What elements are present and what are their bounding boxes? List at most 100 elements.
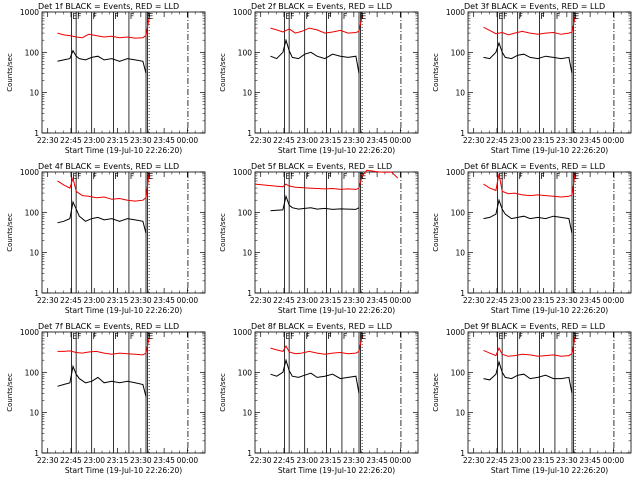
y-tick-label: 1 bbox=[34, 289, 39, 298]
flag-label: F bbox=[556, 12, 560, 21]
x-tick-label: 22:45 bbox=[60, 296, 82, 305]
flag-label: E bbox=[149, 332, 154, 341]
y-tick-label: 100 bbox=[451, 48, 466, 57]
y-tick-label: 100 bbox=[451, 208, 466, 217]
flag-label: F bbox=[519, 332, 523, 341]
lld-series-line bbox=[254, 169, 399, 190]
flag-label: E bbox=[285, 332, 290, 341]
y-tick-label: 10 bbox=[455, 409, 465, 418]
events-series-line bbox=[57, 364, 147, 397]
flag-label: F bbox=[503, 12, 507, 21]
y-tick-label: 1 bbox=[247, 289, 252, 298]
x-tick-label: 22:45 bbox=[273, 136, 295, 145]
panel-svg: Det 5f BLACK = Events, RED = LLD 1 10 100 10… bbox=[219, 162, 419, 315]
x-tick-label: 23:00 bbox=[83, 136, 105, 145]
flag-label: F bbox=[306, 332, 310, 341]
panel-svg: Det 8f BLACK = Events, RED = LLD 1 10 100 10… bbox=[219, 322, 419, 475]
events-series-line bbox=[57, 49, 147, 74]
x-axis-label: Start Time (19-Jul-10 22:26:20) bbox=[278, 146, 395, 155]
flag-label: F bbox=[327, 172, 331, 181]
flag-label: E bbox=[149, 12, 154, 21]
detector-panel: Det 8f BLACK = Events, RED = LLD 1 10 100 10… bbox=[213, 320, 426, 480]
chart-title: Det 3f BLACK = Events, RED = LLD bbox=[464, 2, 605, 11]
x-tick-label: 23:45 bbox=[153, 296, 175, 305]
x-tick-label: 22:30 bbox=[250, 296, 272, 305]
flag-label: E bbox=[360, 172, 365, 181]
detector-panel: Det 4f BLACK = Events, RED = LLD 1 10 100 10… bbox=[0, 160, 213, 320]
y-tick-label: 100 bbox=[451, 368, 466, 377]
flag-label: F bbox=[77, 332, 81, 341]
x-tick-label: 23:00 bbox=[509, 136, 531, 145]
y-axis-label: Counts/sec bbox=[6, 213, 14, 252]
y-tick-label: 100 bbox=[25, 368, 40, 377]
flag-label: F bbox=[327, 332, 331, 341]
y-tick-label: 1 bbox=[34, 129, 39, 138]
plot-frame bbox=[467, 11, 632, 134]
plot-frame bbox=[467, 331, 632, 454]
x-tick-label: 23:45 bbox=[579, 296, 601, 305]
flag-label: F bbox=[503, 172, 507, 181]
x-axis-label: Start Time (19-Jul-10 22:26:20) bbox=[278, 306, 395, 315]
flag-label: F bbox=[93, 172, 97, 181]
flag-label: F bbox=[503, 332, 507, 341]
flag-label: F bbox=[327, 12, 331, 21]
flag-label: E bbox=[149, 172, 154, 181]
events-series-line bbox=[270, 194, 360, 212]
x-axis-label: Start Time (19-Jul-10 22:26:20) bbox=[278, 466, 395, 475]
x-tick-label: 23:45 bbox=[153, 136, 175, 145]
y-axis-label: Counts/sec bbox=[6, 53, 14, 92]
x-tick-label: 00:00 bbox=[603, 456, 625, 465]
panel-svg: Det 7f BLACK = Events, RED = LLD 1 10 100 10… bbox=[6, 322, 206, 475]
flag-label: E bbox=[72, 12, 77, 21]
x-tick-label: 23:00 bbox=[296, 136, 318, 145]
flag-label: F bbox=[130, 12, 134, 21]
flag-label: F bbox=[540, 332, 544, 341]
lld-series-line bbox=[57, 18, 150, 39]
y-tick-label: 10 bbox=[455, 89, 465, 98]
flag-label: E bbox=[147, 12, 152, 21]
y-tick-label: 100 bbox=[238, 208, 253, 217]
flag-label: F bbox=[77, 172, 81, 181]
x-tick-label: 23:30 bbox=[343, 296, 365, 305]
flag-label: E bbox=[362, 332, 367, 341]
x-tick-label: 23:45 bbox=[153, 456, 175, 465]
y-tick-label: 1000 bbox=[233, 168, 252, 177]
y-axis-label: Counts/sec bbox=[219, 373, 227, 412]
panel-svg: Det 9f BLACK = Events, RED = LLD 1 10 100 10… bbox=[432, 322, 632, 475]
x-tick-label: 22:30 bbox=[463, 136, 485, 145]
flag-label: F bbox=[77, 12, 81, 21]
y-tick-label: 10 bbox=[29, 249, 39, 258]
flag-label: F bbox=[343, 172, 347, 181]
x-tick-label: 22:45 bbox=[273, 456, 295, 465]
lld-series-line bbox=[270, 335, 363, 355]
flag-label: E bbox=[285, 172, 290, 181]
lld-series-line bbox=[57, 173, 150, 202]
x-tick-label: 23:15 bbox=[320, 296, 342, 305]
y-tick-label: 100 bbox=[238, 368, 253, 377]
x-tick-label: 22:45 bbox=[60, 456, 82, 465]
events-series-line bbox=[57, 200, 147, 234]
flag-label: E bbox=[573, 172, 578, 181]
panel-svg: Det 6f BLACK = Events, RED = LLD 1 10 100 10… bbox=[432, 162, 632, 315]
lld-series-line bbox=[483, 16, 576, 36]
y-tick-label: 1 bbox=[247, 449, 252, 458]
x-tick-label: 23:00 bbox=[83, 456, 105, 465]
detector-panel: Det 1f BLACK = Events, RED = LLD 1 10 100 10… bbox=[0, 0, 213, 160]
flag-label: F bbox=[114, 12, 118, 21]
y-axis-label: Counts/sec bbox=[432, 53, 440, 92]
y-axis-label: Counts/sec bbox=[6, 373, 14, 412]
flag-label: F bbox=[114, 332, 118, 341]
detector-panel: Det 6f BLACK = Events, RED = LLD 1 10 100 10… bbox=[426, 160, 639, 320]
flag-label: F bbox=[290, 172, 294, 181]
plot-frame bbox=[254, 11, 419, 134]
x-axis-label: Start Time (19-Jul-10 22:26:20) bbox=[65, 306, 182, 315]
x-tick-label: 23:00 bbox=[509, 296, 531, 305]
y-tick-label: 100 bbox=[25, 48, 40, 57]
events-series-line bbox=[270, 358, 360, 394]
flag-label: E bbox=[575, 172, 580, 181]
chart-title: Det 8f BLACK = Events, RED = LLD bbox=[251, 322, 392, 331]
x-tick-label: 23:15 bbox=[320, 136, 342, 145]
x-tick-label: 00:00 bbox=[603, 136, 625, 145]
flag-label: E bbox=[573, 332, 578, 341]
x-tick-label: 22:30 bbox=[463, 296, 485, 305]
